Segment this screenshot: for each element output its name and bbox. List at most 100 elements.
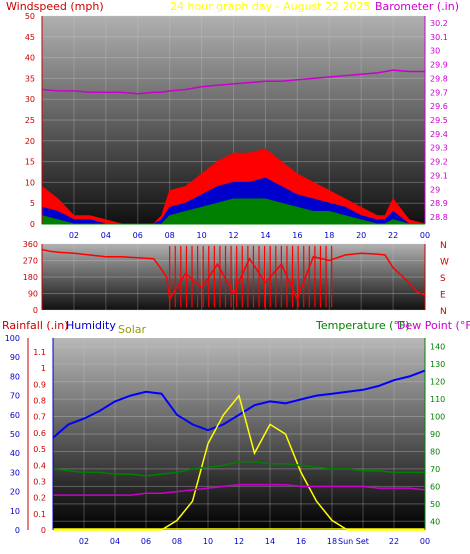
temperature-ticks: 40 50 60 70 80 90 100 110 120 130 140	[430, 343, 445, 527]
series-dew-point-f-	[53, 483, 426, 496]
humidity-tick-label: 70	[10, 392, 20, 401]
temperature-tick-label: 90	[430, 430, 440, 439]
humidity-tick-label: 20	[10, 488, 20, 497]
temperature-tick-label: 70	[430, 465, 440, 474]
barometer-tick-label: 28.9	[430, 199, 448, 208]
rain-tick-label: 0.4	[33, 461, 46, 470]
wind-x-tick-label: 20	[356, 231, 366, 240]
direction-panel-data	[41, 245, 426, 308]
wind-tick-label: 20	[25, 137, 35, 146]
temp-panel	[53, 338, 425, 530]
direction-left-ticks: 0 90 180 270 360	[23, 240, 38, 315]
wind-x-tick-label: 04	[101, 231, 111, 240]
solar-header: Solar	[118, 323, 147, 336]
rain-tick-label: 0.9	[33, 380, 46, 389]
rain-tick-label: 0.6	[33, 429, 46, 438]
rain-tick-label: 0.7	[33, 413, 46, 422]
temp-x-tick-label: 18	[327, 537, 337, 546]
temp-panel-grid	[53, 338, 426, 530]
wind-tick-label: 40	[25, 54, 35, 63]
wind-x-tick-label: 02	[69, 231, 79, 240]
temperature-tick-label: 80	[430, 447, 440, 456]
series-humidity	[52, 369, 426, 439]
direction-tick-label: 0	[33, 306, 38, 315]
temp-x-tick-label: 16	[296, 537, 306, 546]
temp-x-tick-label: 08	[172, 537, 182, 546]
compass-tick-label: S	[440, 274, 446, 284]
direction-tick-label: 360	[23, 240, 38, 249]
wind-x-tick-label: 18	[324, 231, 334, 240]
windspeed-header: Windspeed (mph)	[6, 0, 104, 13]
humidity-tick-label: 80	[10, 372, 20, 381]
wind-tick-label: 15	[25, 158, 35, 167]
compass-tick-label: E	[440, 291, 446, 301]
barometer-tick-label: 29.9	[430, 61, 448, 70]
wind-x-tick-label: 06	[133, 231, 143, 240]
barometer-tick-label: 29.1	[430, 171, 448, 180]
temp-x-tick-label: 02	[79, 537, 89, 546]
barometer-tick-label: 28.8	[430, 213, 448, 222]
humidity-tick-label: 100	[5, 334, 20, 343]
barometer-tick-label: 30.2	[430, 19, 448, 28]
temp-x-tick-label: 14	[265, 537, 275, 546]
wind-x-tick-label: 10	[196, 231, 206, 240]
wind-tick-label: 50	[25, 12, 35, 21]
wind-x-ticks: 02 04 06 08 10 12 14 16 18 20 22 00	[69, 231, 430, 240]
humidity-tick-label: 40	[10, 449, 20, 458]
wind-tick-label: 30	[25, 95, 35, 104]
direction-tick-label: 90	[28, 290, 38, 299]
barometer-header: Barometer (.in)	[375, 0, 459, 13]
temp-x-tick-label: 06	[141, 537, 151, 546]
rain-tick-label: 1	[41, 364, 46, 373]
barometer-tick-label: 29.8	[430, 74, 448, 83]
wind-panel-data	[41, 69, 426, 225]
rain-tick-label: 0.3	[33, 477, 46, 486]
humidity-tick-label: 50	[10, 430, 20, 439]
temperature-tick-label: 120	[430, 378, 445, 387]
wind-tick-label: 25	[25, 116, 35, 125]
chart-title: 24 hour graph day - August 22 2025	[170, 0, 371, 13]
wind-tick-label: 5	[30, 199, 35, 208]
barometer-tick-label: 29.4	[430, 130, 448, 139]
wind-x-tick-label: 08	[165, 231, 175, 240]
humidity-tick-label: 0	[15, 526, 20, 535]
temperature-tick-label: 40	[430, 517, 440, 526]
direction-tick-label: 180	[23, 273, 38, 282]
rain-tick-label: 0.1	[33, 510, 46, 519]
barometer-line	[41, 69, 425, 95]
temperature-tick-label: 100	[430, 413, 445, 422]
wind-x-tick-label: 16	[292, 231, 302, 240]
wind-left-ticks: 0 5 10 15 20 25 30 35 40 45 50	[25, 12, 35, 229]
compass-tick-label: W	[440, 258, 449, 268]
temperature-tick-label: 130	[430, 360, 445, 369]
sunset-marker: Sun Set	[338, 537, 369, 546]
wind-x-tick-label: 22	[388, 231, 398, 240]
wind-tick-label: 35	[25, 74, 35, 83]
compass-tick-label: N	[440, 241, 447, 251]
barometer-tick-label: 29	[430, 185, 440, 194]
rain-tick-label: 0.8	[33, 397, 46, 406]
temp-x-tick-label: 12	[234, 537, 244, 546]
wind-series-low	[41, 198, 425, 225]
humidity-tick-label: 10	[10, 507, 20, 516]
barometer-tick-label: 29.3	[430, 144, 448, 153]
temperature-tick-label: 60	[430, 482, 440, 491]
wind-panel-grid	[42, 15, 426, 225]
temperature-tick-label: 140	[430, 343, 445, 352]
compass-tick-label: N	[440, 307, 447, 317]
barometer-tick-label: 29.7	[430, 88, 448, 97]
barometer-tick-label: 29.6	[430, 102, 448, 111]
dewpoint-header: Dew Point (°F)	[397, 319, 470, 332]
temp-panel-data	[52, 369, 426, 531]
barometer-tick-label: 29.5	[430, 116, 448, 125]
barometer-tick-label: 29.2	[430, 158, 448, 167]
direction-tick-label: 270	[23, 257, 38, 266]
rain-tick-label: 0.5	[33, 445, 46, 454]
wind-tick-label: 0	[30, 220, 35, 229]
temp-x-tick-label: 04	[110, 537, 120, 546]
rain-tick-label: 0	[41, 526, 46, 535]
wind-x-tick-label: 00	[420, 231, 430, 240]
barometer-tick-label: 30.1	[430, 33, 448, 42]
